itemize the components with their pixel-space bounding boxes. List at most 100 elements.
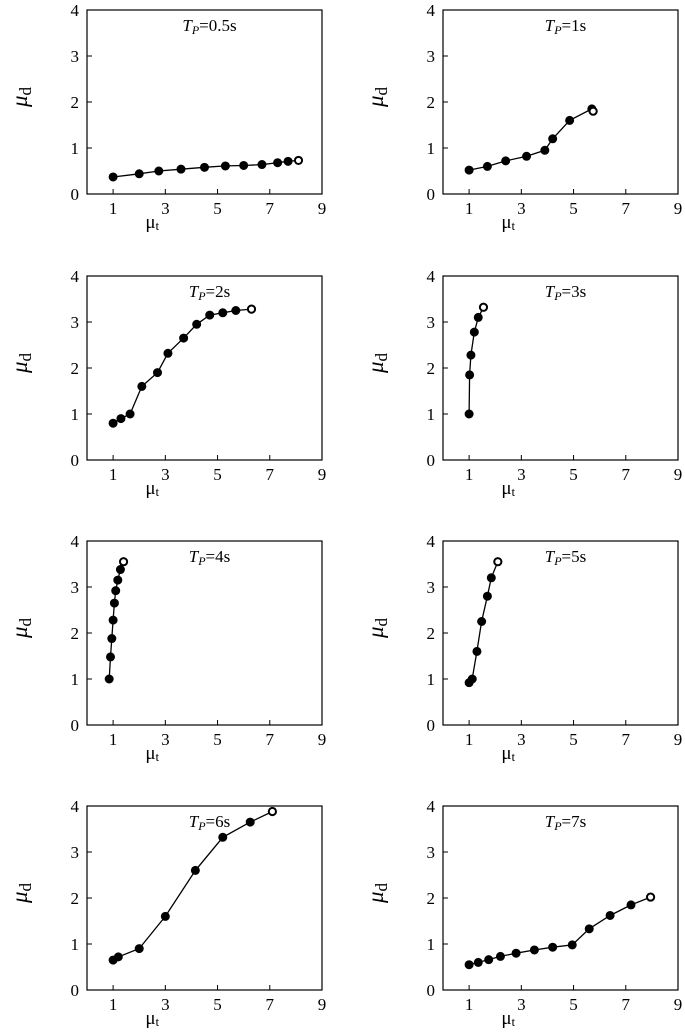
- y-tick-label: 1: [427, 139, 436, 158]
- data-point: [104, 674, 114, 684]
- data-point: [134, 944, 144, 954]
- y-tick-label: 4: [71, 1, 80, 20]
- data-point: [179, 333, 189, 343]
- y-axis-title: μd: [363, 882, 391, 904]
- y-axis-title: μd: [7, 352, 35, 374]
- data-point: [482, 161, 492, 171]
- data-point: [465, 370, 475, 380]
- data-point: [464, 409, 474, 419]
- data-point: [529, 945, 539, 955]
- chart-panel: 0 1 2 3 4 1 3 5 7 9 μt μd TP=3s: [363, 267, 682, 499]
- y-axis-title: μd: [363, 617, 391, 639]
- y-tick-label: 0: [427, 981, 436, 1000]
- x-tick-label: 3: [161, 465, 170, 484]
- y-tick-label: 2: [427, 889, 436, 908]
- y-tick-label: 4: [71, 797, 80, 816]
- data-point: [467, 674, 477, 684]
- data-point: [469, 327, 479, 337]
- data-point: [113, 575, 123, 585]
- data-point: [466, 350, 476, 360]
- data-point: [218, 308, 228, 318]
- data-point: [192, 319, 202, 329]
- data-point: [115, 565, 125, 575]
- y-tick-label: 0: [71, 185, 80, 204]
- x-tick-label: 9: [318, 199, 327, 218]
- data-point: [245, 817, 255, 827]
- chart-panel: 0 1 2 3 4 1 3 5 7 9 μt μd TP=6s: [7, 797, 326, 1029]
- x-tick-label: 7: [622, 730, 631, 749]
- y-tick-label: 1: [427, 935, 436, 954]
- y-tick-label: 0: [71, 451, 80, 470]
- x-tick-label: 1: [465, 465, 474, 484]
- data-point: [125, 409, 135, 419]
- data-point-open: [246, 304, 257, 314]
- y-tick-label: 2: [427, 624, 436, 643]
- data-point: [176, 164, 186, 174]
- x-tick-label: 3: [161, 995, 170, 1014]
- data-point: [190, 865, 200, 875]
- data-point: [231, 306, 241, 315]
- y-tick-label: 3: [427, 843, 436, 862]
- x-axis-title: μt: [501, 212, 515, 233]
- data-point: [108, 615, 118, 625]
- x-tick-label: 3: [517, 995, 526, 1014]
- data-point: [111, 586, 121, 596]
- x-tick-label: 3: [517, 199, 526, 218]
- y-tick-label: 1: [71, 670, 80, 689]
- data-point: [113, 952, 123, 962]
- data-point: [540, 145, 550, 155]
- y-tick-label: 2: [427, 93, 436, 112]
- x-tick-label: 7: [622, 995, 631, 1014]
- y-tick-label: 4: [71, 267, 80, 286]
- x-tick-label: 3: [517, 730, 526, 749]
- y-tick-label: 0: [427, 451, 436, 470]
- panel-title: TP=6s: [189, 812, 231, 833]
- panel-title: TP=2s: [189, 282, 231, 303]
- y-tick-label: 0: [71, 981, 80, 1000]
- y-tick-label: 3: [427, 47, 436, 66]
- y-tick-label: 3: [71, 578, 80, 597]
- y-tick-label: 2: [427, 359, 436, 378]
- x-tick-label: 5: [213, 199, 222, 218]
- y-axis-title: μd: [363, 352, 391, 374]
- data-point: [511, 948, 521, 958]
- x-axis-title: μt: [145, 212, 159, 233]
- chart-panel: 0 1 2 3 4 1 3 5 7 9 μt μd TP=4s: [7, 532, 326, 764]
- data-point: [154, 166, 164, 176]
- data-point-open: [267, 806, 277, 817]
- x-tick-label: 7: [622, 465, 631, 484]
- panel-title: TP=7s: [545, 812, 587, 833]
- x-tick-label: 5: [213, 730, 222, 749]
- data-point: [584, 924, 594, 934]
- x-tick-label: 3: [161, 199, 170, 218]
- chart-panel: 0 1 2 3 4 1 3 5 7 9 μt μd TP=1s: [363, 1, 682, 233]
- y-tick-label: 3: [71, 47, 80, 66]
- data-point: [218, 832, 228, 842]
- chart-panel: 0 1 2 3 4 1 3 5 7 9 μt μd TP=7s: [363, 797, 682, 1029]
- y-axis-title: μd: [363, 86, 391, 108]
- data-point: [486, 573, 496, 583]
- data-point: [109, 598, 119, 608]
- data-point: [108, 172, 118, 182]
- data-point: [501, 156, 511, 166]
- x-tick-label: 1: [109, 730, 118, 749]
- data-point: [257, 160, 267, 170]
- x-tick-label: 9: [674, 465, 683, 484]
- data-point: [464, 165, 474, 175]
- y-tick-label: 3: [427, 313, 436, 332]
- panel-title: TP=0.5s: [182, 16, 236, 37]
- data-point: [134, 169, 144, 179]
- data-point: [239, 160, 249, 170]
- y-tick-label: 2: [71, 93, 80, 112]
- y-tick-label: 3: [71, 313, 80, 332]
- x-tick-label: 9: [318, 995, 327, 1014]
- x-axis-title: μt: [145, 478, 159, 499]
- data-point-open: [588, 106, 598, 116]
- x-tick-label: 3: [161, 730, 170, 749]
- data-point-open: [478, 302, 489, 312]
- data-point: [116, 414, 126, 424]
- x-axis-title: μt: [145, 1008, 159, 1029]
- y-tick-label: 4: [427, 532, 436, 551]
